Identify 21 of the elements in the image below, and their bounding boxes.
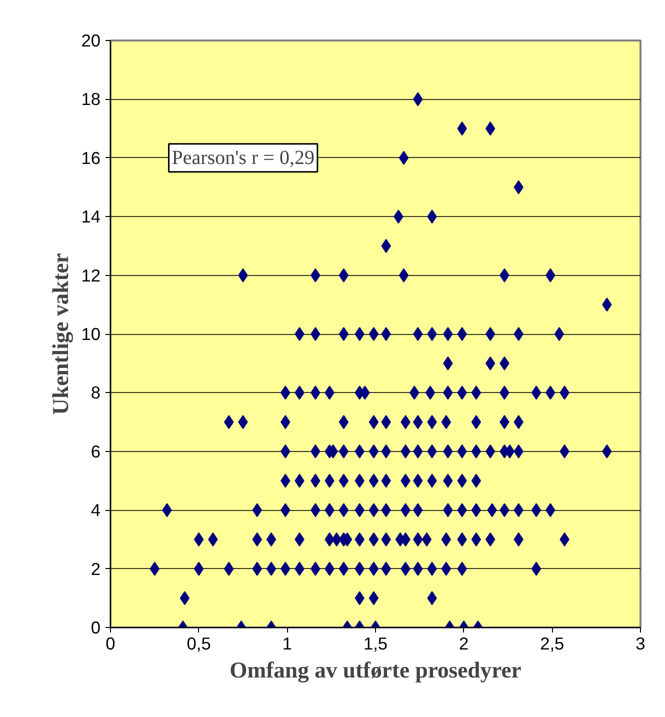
y-tick-label: 20 bbox=[81, 30, 101, 50]
y-axis-title: Ukentlige vakter bbox=[48, 253, 74, 415]
x-tick-label: 1,5 bbox=[363, 634, 388, 654]
y-tick-label: 8 bbox=[90, 382, 101, 403]
y-tick-label: 4 bbox=[90, 500, 101, 520]
x-tick-label: 1 bbox=[282, 634, 292, 654]
x-tick-label: 2,5 bbox=[540, 634, 564, 654]
y-tick-label: 10 bbox=[81, 324, 101, 344]
annotation: Pearson's r = 0,29 bbox=[172, 146, 314, 169]
y-tick-label: 14 bbox=[81, 206, 101, 227]
x-tick-label: 0,5 bbox=[186, 634, 211, 654]
y-tick-label: 2 bbox=[90, 558, 101, 579]
x-tick-label: 2 bbox=[459, 634, 469, 654]
y-tick-label: 0 bbox=[90, 618, 101, 638]
y-tick-label: 16 bbox=[81, 148, 101, 168]
y-tick-label: 12 bbox=[81, 265, 101, 286]
y-tick-label: 18 bbox=[81, 89, 101, 110]
x-tick-label: 3 bbox=[636, 634, 646, 654]
x-axis-title: Omfang av utførte prosedyrer bbox=[230, 658, 522, 682]
y-tick-label: 6 bbox=[90, 441, 101, 462]
x-tick-label: 0 bbox=[106, 634, 116, 654]
